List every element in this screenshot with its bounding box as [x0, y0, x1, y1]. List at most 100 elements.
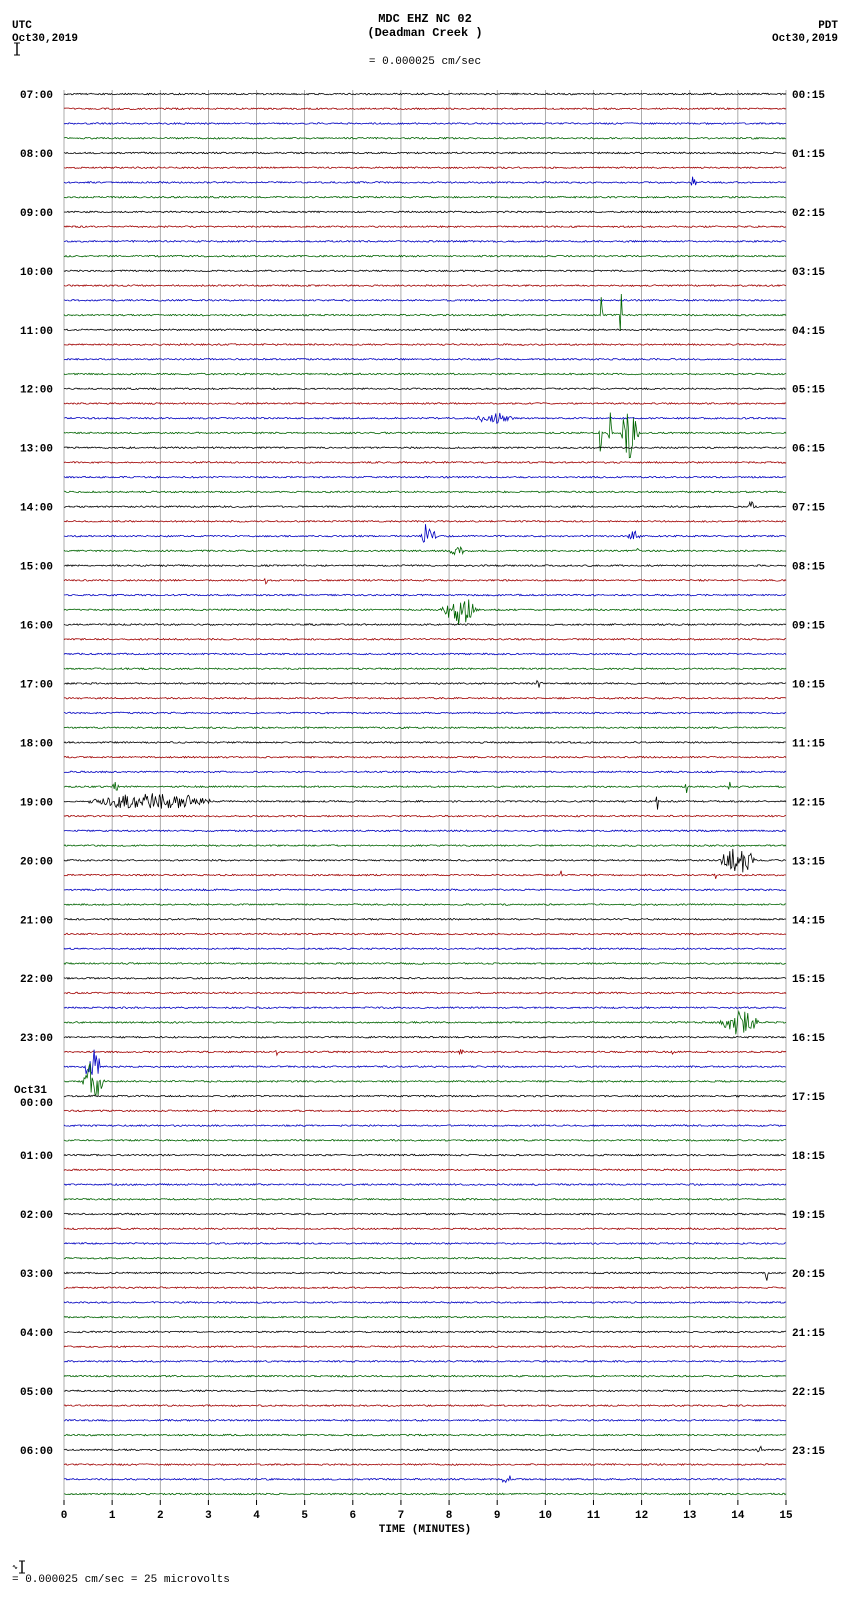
x-tick-label: 6	[349, 1510, 356, 1522]
x-tick-label: 8	[446, 1510, 453, 1522]
right-time-label: 19:15	[792, 1210, 825, 1222]
right-time-label: 10:15	[792, 679, 825, 691]
seismogram-svg: 07:0008:0009:0010:0011:0012:0013:0014:00…	[12, 74, 838, 1544]
x-tick-label: 15	[779, 1510, 793, 1522]
trace-row	[64, 1007, 786, 1009]
right-time-label: 18:15	[792, 1151, 825, 1163]
trace-row	[64, 1302, 786, 1304]
trace-row	[64, 413, 786, 458]
trace-row	[64, 1361, 786, 1363]
trace-row	[64, 1036, 786, 1038]
trace-row	[64, 830, 786, 832]
trace-row	[64, 1316, 786, 1318]
trace-row	[64, 889, 786, 891]
trace-row	[64, 123, 786, 125]
x-tick-label: 3	[205, 1510, 212, 1522]
trace-row	[64, 476, 786, 478]
x-tick-label: 13	[683, 1510, 697, 1522]
trace-row	[64, 1199, 786, 1201]
trace-row	[64, 565, 786, 567]
right-time-label: 23:15	[792, 1446, 825, 1458]
trace-row	[64, 447, 786, 449]
trace-row	[64, 756, 786, 758]
trace-row	[64, 639, 786, 641]
left-time-label: 09:00	[20, 208, 53, 220]
right-time-label: 03:15	[792, 267, 825, 279]
trace-row	[64, 904, 786, 906]
right-time-label: 01:15	[792, 149, 825, 161]
x-tick-label: 2	[157, 1510, 164, 1522]
trace-row	[64, 1464, 786, 1466]
trace-row	[64, 344, 786, 346]
right-time-label: 21:15	[792, 1328, 825, 1340]
x-tick-label: 0	[61, 1510, 68, 1522]
trace-row	[64, 653, 786, 655]
trace-row	[64, 1049, 786, 1055]
trace-row	[64, 919, 786, 921]
trace-row	[64, 1050, 786, 1075]
x-tick-label: 7	[398, 1510, 405, 1522]
right-time-label: 04:15	[792, 326, 825, 338]
right-time-label: 11:15	[792, 738, 825, 750]
trace-row	[64, 521, 786, 523]
trace-row	[64, 93, 786, 95]
trace-row	[64, 1390, 786, 1392]
station-subtitle: (Deadman Creek )	[12, 26, 838, 40]
trace-row	[64, 1346, 786, 1348]
trace-row	[64, 742, 786, 744]
left-time-label: 00:00	[20, 1098, 53, 1110]
trace-row	[64, 727, 786, 729]
tz-right-date: Oct30,2019	[772, 33, 838, 46]
trace-row	[64, 948, 786, 950]
trace-row	[64, 211, 786, 213]
left-time-label: 05:00	[20, 1387, 53, 1399]
right-time-label: 12:15	[792, 797, 825, 809]
trace-row	[64, 579, 786, 584]
trace-row	[64, 1331, 786, 1333]
left-time-label: 06:00	[20, 1446, 53, 1458]
left-time-label: 22:00	[20, 974, 53, 986]
header: UTC Oct30,2019 PDT Oct30,2019 MDC EHZ NC…	[12, 12, 838, 68]
trace-row	[64, 712, 786, 714]
x-tick-label: 11	[587, 1510, 601, 1522]
scale-note: = 0.000025 cm/sec	[12, 42, 838, 68]
trace-row	[64, 963, 786, 965]
right-time-label: 06:15	[792, 444, 825, 456]
scale-note-text: = 0.000025 cm/sec	[369, 56, 481, 68]
trace-row	[64, 1405, 786, 1407]
tz-right-block: PDT Oct30,2019	[772, 20, 838, 46]
left-time-label: 08:00	[20, 149, 53, 161]
trace-row	[64, 624, 786, 626]
left-time-label: 17:00	[20, 679, 53, 691]
right-time-label: 07:15	[792, 503, 825, 515]
right-time-label: 16:15	[792, 1033, 825, 1045]
left-time-label: 11:00	[20, 326, 53, 338]
trace-row	[64, 108, 786, 110]
station-title: MDC EHZ NC 02	[12, 12, 838, 26]
left-time-label: 15:00	[20, 562, 53, 574]
trace-row	[64, 871, 786, 879]
right-time-label: 20:15	[792, 1269, 825, 1281]
trace-row	[64, 1125, 786, 1127]
left-time-label: 02:00	[20, 1210, 53, 1222]
plot-area: 07:0008:0009:0010:0011:0012:0013:0014:00…	[12, 74, 838, 1544]
trace-row	[64, 600, 786, 625]
trace-row	[64, 329, 786, 331]
x-tick-label: 14	[731, 1510, 745, 1522]
trace-row	[64, 270, 786, 272]
left-time-label: 20:00	[20, 856, 53, 868]
trace-row	[64, 177, 786, 186]
trace-row	[64, 992, 786, 994]
trace-row	[64, 1476, 786, 1483]
trace-row	[64, 1420, 786, 1422]
left-time-label: 23:00	[20, 1033, 53, 1045]
left-time-label: 01:00	[20, 1151, 53, 1163]
trace-row	[64, 1110, 786, 1112]
left-time-label: 18:00	[20, 738, 53, 750]
x-tick-label: 4	[253, 1510, 260, 1522]
left-time-label: 03:00	[20, 1269, 53, 1281]
trace-row	[64, 1063, 786, 1095]
right-time-label: 14:15	[792, 915, 825, 927]
trace-row	[64, 1446, 786, 1451]
trace-row	[64, 1012, 786, 1035]
